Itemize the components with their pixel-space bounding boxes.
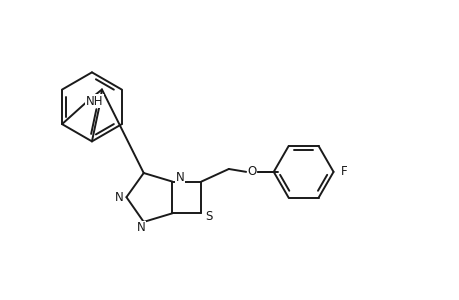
Text: N: N — [175, 171, 184, 184]
Text: O: O — [246, 165, 256, 178]
Text: NH: NH — [86, 94, 103, 107]
Text: S: S — [205, 210, 212, 223]
Text: N: N — [114, 191, 123, 204]
Text: F: F — [340, 165, 347, 178]
Text: N: N — [136, 221, 145, 234]
